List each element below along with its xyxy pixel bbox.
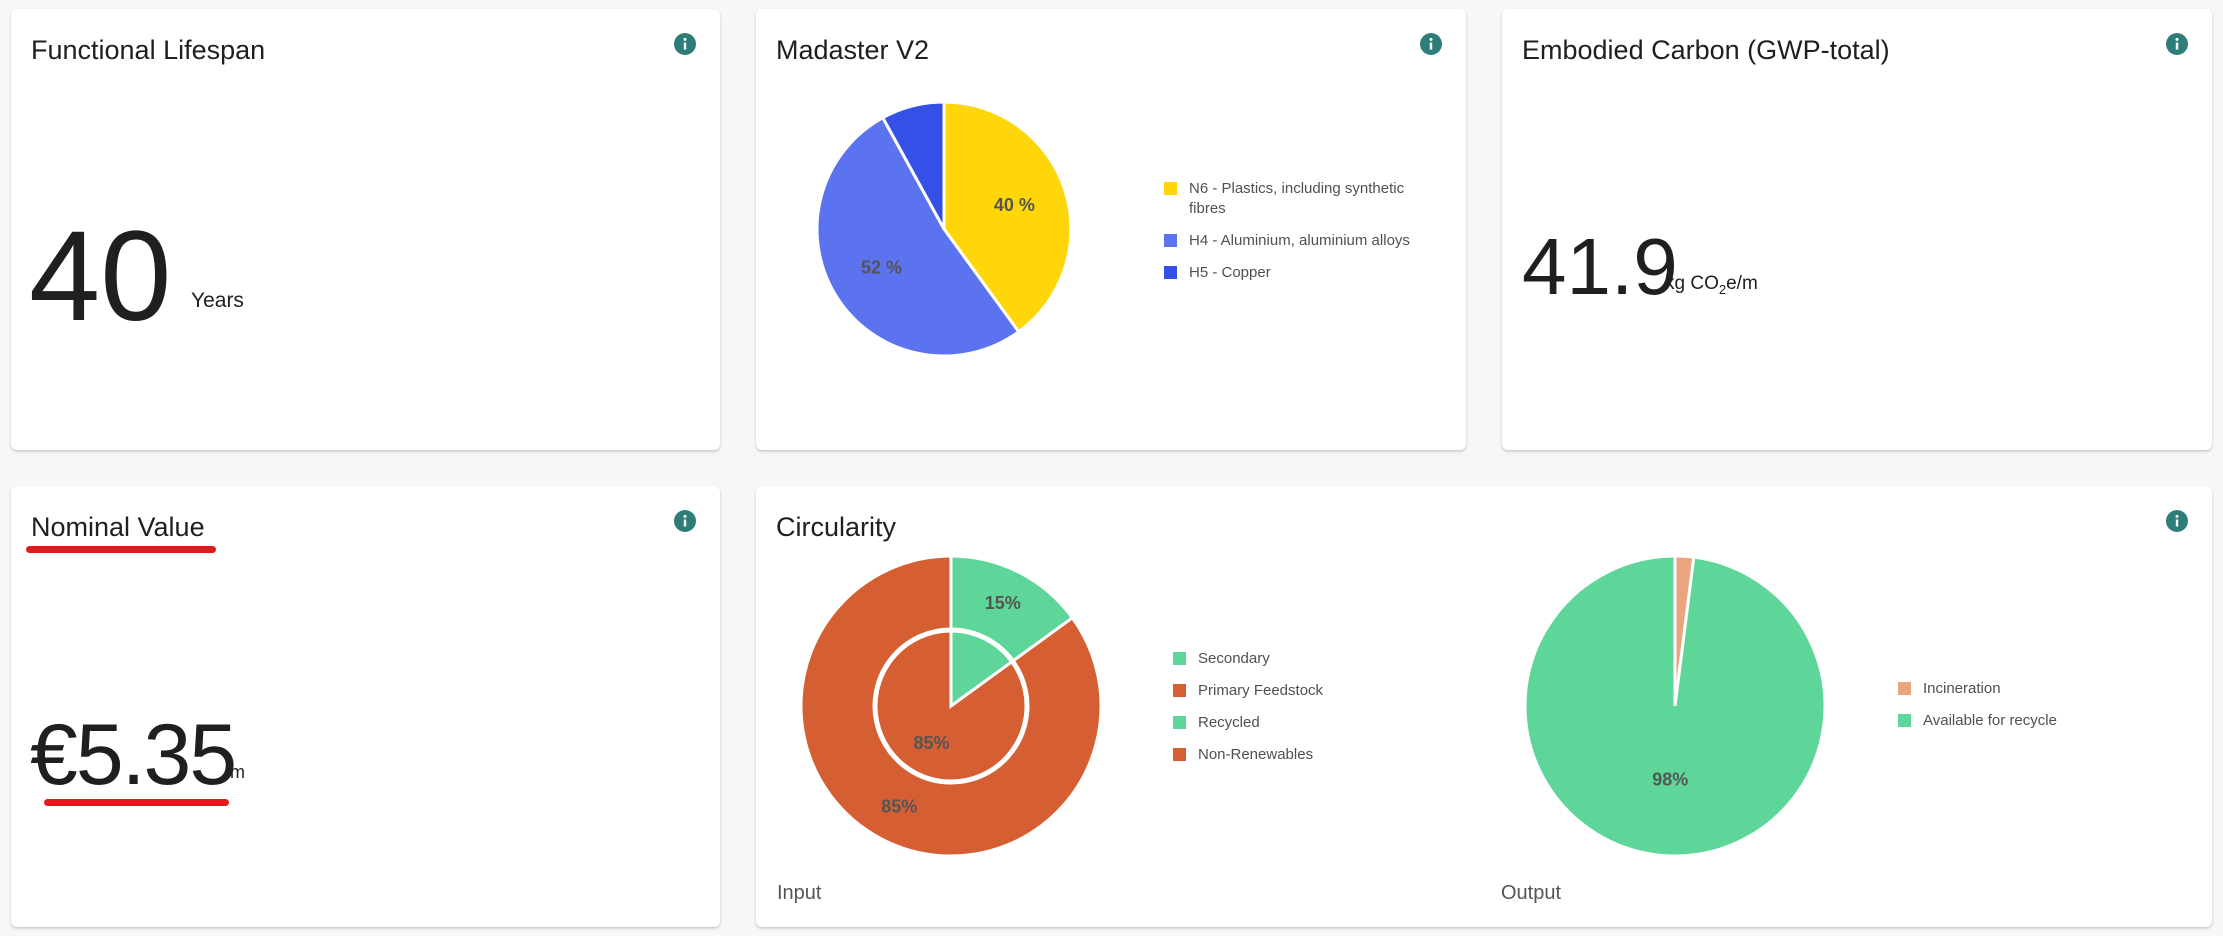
legend-label: Recycled bbox=[1198, 714, 1260, 731]
value-underline-annotation bbox=[44, 799, 229, 806]
carbon-unit: kg CO2e/m bbox=[1665, 273, 1758, 297]
madaster-card: Madaster V2 40 % 52 % N6 - Plastics, incl… bbox=[756, 9, 1466, 450]
madaster-legend: N6 - Plastics, including synthetic fibre… bbox=[1164, 179, 1444, 295]
card-title: Nominal Value bbox=[31, 512, 205, 542]
legend-item-primary-feedstock[interactable]: Primary Feedstock bbox=[1173, 681, 1393, 701]
info-icon[interactable] bbox=[674, 510, 696, 532]
carbon-value: 41.9 bbox=[1522, 222, 1678, 311]
legend-swatch bbox=[1164, 234, 1177, 247]
madaster-data-label: 40 % bbox=[994, 195, 1035, 215]
legend-swatch bbox=[1164, 182, 1177, 195]
legend-label: Incineration bbox=[1923, 680, 2001, 697]
info-icon[interactable] bbox=[1420, 33, 1442, 55]
madaster-slice[interactable] bbox=[815, 115, 1021, 358]
input-outer-data-label: 15% bbox=[985, 593, 1021, 613]
circularity-card: Circularity 15% 85% 85% 98% Secondary Prim… bbox=[756, 486, 2212, 927]
nominal-value-card: Nominal Value €5.35 /m bbox=[11, 486, 720, 927]
input-inner-slice[interactable] bbox=[949, 629, 1014, 709]
madaster-slice[interactable] bbox=[880, 100, 946, 230]
legend-label: Primary Feedstock bbox=[1198, 682, 1324, 699]
embodied-carbon-card: Embodied Carbon (GWP-total) 41.9 kg CO2e… bbox=[1502, 9, 2212, 450]
legend-item-plastics[interactable]: N6 - Plastics, including synthetic fibre… bbox=[1164, 179, 1444, 219]
legend-swatch bbox=[1173, 716, 1186, 729]
carbon-unit-subscript: 2 bbox=[1718, 281, 1727, 297]
legend-label: N6 - Plastics, including synthetic fibre… bbox=[1189, 180, 1405, 217]
legend-swatch bbox=[1164, 266, 1177, 279]
output-label: Output bbox=[1501, 882, 1562, 904]
card-title: Functional Lifespan bbox=[31, 35, 266, 65]
legend-item-non-renewables[interactable]: Non-Renewables bbox=[1173, 745, 1393, 765]
info-icon[interactable] bbox=[2166, 33, 2188, 55]
legend-item-secondary[interactable]: Secondary bbox=[1173, 649, 1393, 669]
functional-lifespan-card: Functional Lifespan 40 Years bbox=[11, 9, 720, 450]
info-icon[interactable] bbox=[2166, 510, 2188, 532]
circularity-charts: 15% 85% 85% 98% bbox=[799, 554, 1827, 858]
output-legend: Incineration Available for recycle bbox=[1898, 679, 2158, 743]
title-underline-annotation bbox=[26, 546, 216, 553]
legend-label: Non-Renewables bbox=[1198, 746, 1314, 763]
lifespan-unit: Years bbox=[191, 289, 244, 312]
carbon-unit-prefix: kg CO bbox=[1665, 273, 1719, 294]
legend-label: H4 - Aluminium, aluminium alloys bbox=[1189, 232, 1410, 249]
legend-swatch bbox=[1173, 684, 1186, 697]
input-legend: Secondary Primary Feedstock Recycled Non… bbox=[1173, 649, 1393, 777]
nominal-value: €5.35 bbox=[30, 707, 237, 803]
nominal-unit: /m bbox=[225, 762, 245, 782]
card-title: Madaster V2 bbox=[776, 35, 930, 65]
output-slice[interactable] bbox=[1523, 554, 1827, 858]
input-label: Input bbox=[777, 882, 822, 904]
carbon-unit-suffix: e/m bbox=[1726, 273, 1758, 294]
info-icon[interactable] bbox=[674, 33, 696, 55]
card-title: Circularity bbox=[776, 512, 897, 542]
input-outer-data-label: 85% bbox=[881, 796, 917, 816]
legend-item-aluminium[interactable]: H4 - Aluminium, aluminium alloys bbox=[1164, 231, 1444, 251]
legend-swatch bbox=[1898, 682, 1911, 695]
input-inner-data-label: 85% bbox=[913, 733, 949, 753]
madaster-slice[interactable] bbox=[942, 100, 1073, 334]
legend-item-incineration[interactable]: Incineration bbox=[1898, 679, 2158, 699]
legend-swatch bbox=[1898, 714, 1911, 727]
card-title: Embodied Carbon (GWP-total) bbox=[1522, 35, 1890, 65]
legend-label: Secondary bbox=[1198, 650, 1270, 667]
input-outer-slice[interactable] bbox=[799, 554, 1103, 858]
legend-item-recycled[interactable]: Recycled bbox=[1173, 713, 1393, 733]
legend-item-available-for-recycle[interactable]: Available for recycle bbox=[1898, 711, 2158, 731]
madaster-data-label: 52 % bbox=[861, 257, 902, 277]
legend-swatch bbox=[1173, 748, 1186, 761]
lifespan-value: 40 bbox=[29, 205, 172, 348]
legend-item-copper[interactable]: H5 - Copper bbox=[1164, 263, 1444, 283]
legend-label: H5 - Copper bbox=[1189, 264, 1271, 281]
madaster-pie-chart: 40 % 52 % bbox=[815, 100, 1073, 358]
output-data-label: 98% bbox=[1652, 770, 1688, 790]
input-inner-slice[interactable] bbox=[874, 629, 1028, 783]
legend-label: Available for recycle bbox=[1923, 712, 2057, 729]
legend-swatch bbox=[1173, 652, 1186, 665]
